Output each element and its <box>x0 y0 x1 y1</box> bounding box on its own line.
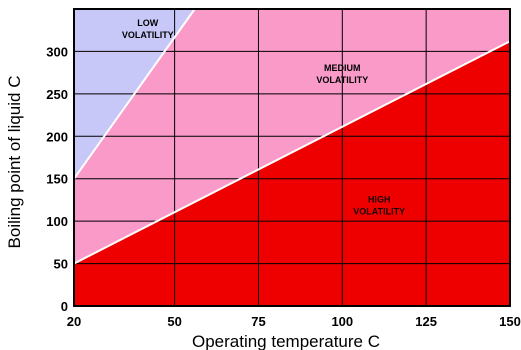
x-tick-label: 100 <box>331 314 353 329</box>
y-axis-label: Boiling point of liquid C <box>5 76 24 249</box>
region-label-line: VOLATILITY <box>316 75 368 85</box>
grid-layer <box>74 9 510 306</box>
region-label-line: MEDIUM <box>324 63 361 73</box>
y-tick-label: 300 <box>46 44 68 59</box>
x-tick-label: 150 <box>499 314 521 329</box>
region-label-line: VOLATILITY <box>353 206 405 216</box>
boundary-medium-high <box>73 40 511 265</box>
regions-layer <box>74 9 510 306</box>
x-tick-label: 50 <box>167 314 181 329</box>
y-tick-labels: 0 50 100 150 200 250 300 <box>46 44 68 314</box>
region-label-high: HIGH VOLATILITY <box>353 194 405 216</box>
region-label-line: HIGH <box>368 194 391 204</box>
boundary-layer <box>73 8 511 265</box>
x-axis-label: Operating temperature C <box>192 332 380 350</box>
plot-frame <box>73 8 511 307</box>
region-label-medium: MEDIUM VOLATILITY <box>316 63 368 85</box>
y-tick-label: 250 <box>46 87 68 102</box>
x-tick-label: 20 <box>67 314 81 329</box>
boundary-low-medium <box>73 8 196 180</box>
region-high <box>74 41 510 306</box>
y-tick-label: 150 <box>46 172 68 187</box>
region-label-low: LOW VOLATILITY <box>122 18 174 40</box>
region-label-line: LOW <box>137 18 158 28</box>
x-tick-labels: 20 50 75 100 125 150 <box>67 314 521 329</box>
y-tick-label: 100 <box>46 214 68 229</box>
x-tick-label: 125 <box>415 314 437 329</box>
y-tick-label: 200 <box>46 129 68 144</box>
region-label-line: VOLATILITY <box>122 30 174 40</box>
region-labels-layer: LOW VOLATILITY MEDIUM VOLATILITY HIGH VOLATIL… <box>122 18 405 217</box>
y-tick-label: 50 <box>54 257 68 272</box>
x-tick-label: 75 <box>251 314 265 329</box>
y-tick-label: 0 <box>61 299 68 314</box>
